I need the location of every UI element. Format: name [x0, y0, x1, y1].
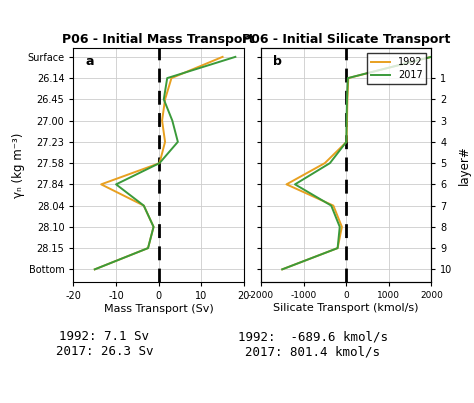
Text: a: a	[85, 55, 94, 69]
Title: P06 - Initial Silicate Transport: P06 - Initial Silicate Transport	[242, 33, 450, 46]
Title: P06 - Initial Mass Transport: P06 - Initial Mass Transport	[63, 33, 255, 46]
Legend: 1992, 2017: 1992, 2017	[367, 53, 427, 84]
Y-axis label: γₙ (kg m⁻³): γₙ (kg m⁻³)	[11, 133, 25, 198]
X-axis label: Mass Transport (Sv): Mass Transport (Sv)	[104, 304, 214, 314]
X-axis label: Silicate Transport (kmol/s): Silicate Transport (kmol/s)	[273, 303, 419, 313]
Text: b: b	[273, 55, 282, 69]
Y-axis label: layer#: layer#	[458, 145, 471, 185]
Text: 1992: 7.1 Sv
2017: 26.3 Sv: 1992: 7.1 Sv 2017: 26.3 Sv	[55, 330, 153, 358]
Text: 1992:  -689.6 kmol/s
2017: 801.4 kmol/s: 1992: -689.6 kmol/s 2017: 801.4 kmol/s	[238, 330, 388, 358]
